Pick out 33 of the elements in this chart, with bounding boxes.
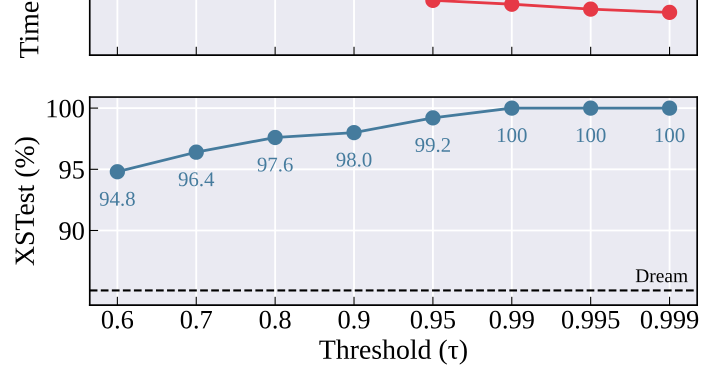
x-tick-label: 0.7 [180,310,212,329]
point [425,110,441,126]
point [662,100,678,116]
data-label: 99.2 [415,138,450,152]
point [188,144,204,160]
point [583,1,598,17]
x-tick-label: 0.995 [562,310,620,329]
y-tick-label: 100 [48,100,84,118]
x-tick-label: 0.95 [410,310,455,329]
x-tick-label: 0.6 [102,310,134,329]
y-tick-label: 95 [59,160,84,179]
data-label: 100 [498,128,527,142]
data-label: 100 [576,128,606,142]
data-label: 98.0 [336,152,372,167]
point [346,124,362,140]
x-tick-label: 0.8 [260,310,291,329]
x-tick-label: 0.999 [640,310,698,329]
y-axis-title: XSTest (%) [14,137,40,266]
x-tick-label: 0.9 [338,310,370,329]
data-label: 94.8 [100,192,135,206]
point [267,130,283,146]
point [583,100,598,116]
y-tick-label: 90 [59,222,84,240]
point [662,4,678,20]
data-label: 97.6 [258,158,293,172]
data-label: 96.4 [178,172,214,186]
x-axis-title: Threshold (τ) [319,339,467,365]
x-tick-label: 0.99 [490,310,534,329]
data-label: 100 [656,128,684,142]
y-axis-title: Time [20,2,39,58]
point [110,164,125,180]
ref-line-label: Dream [636,269,688,282]
point [504,100,520,116]
